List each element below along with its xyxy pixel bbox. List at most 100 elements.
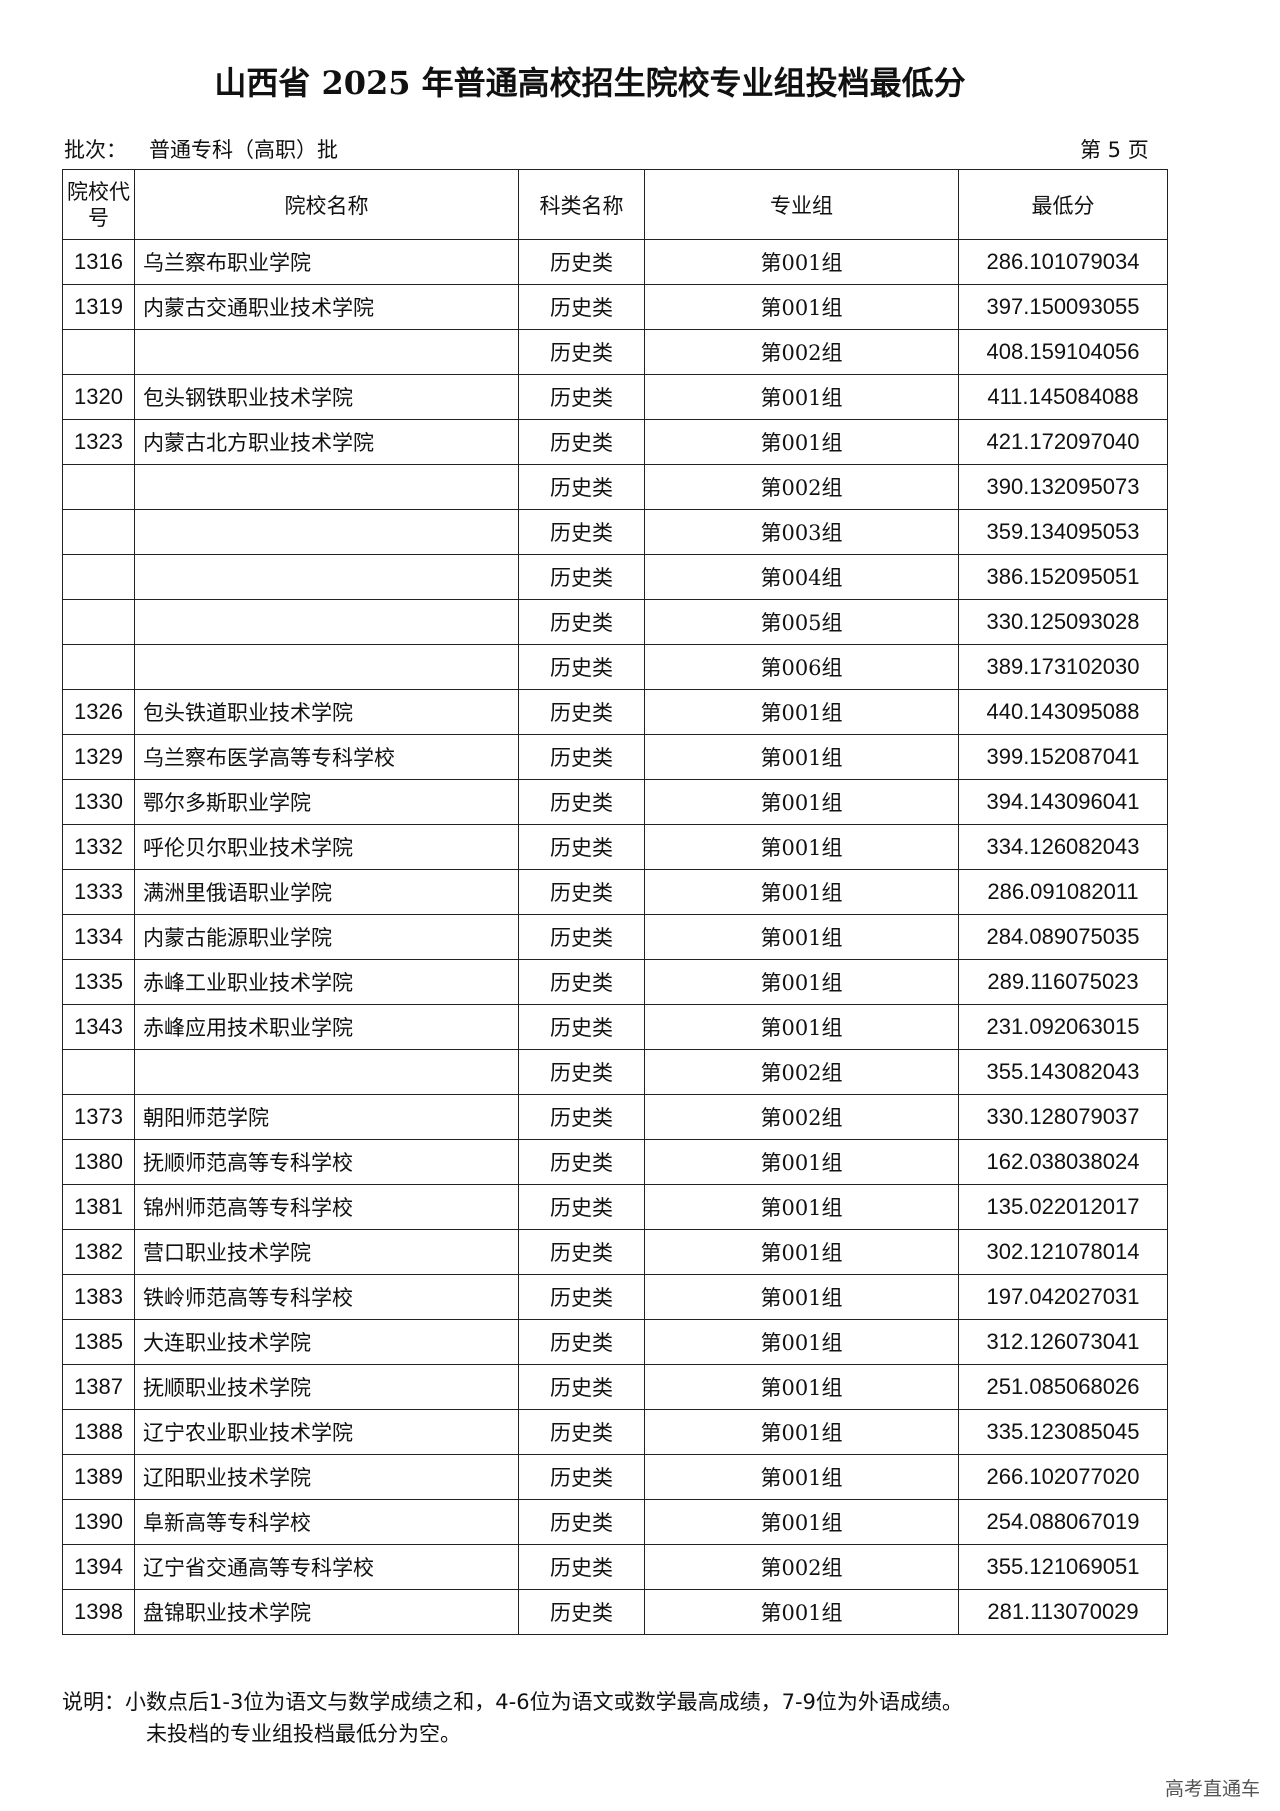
cell-category: 历史类 bbox=[518, 1004, 645, 1050]
table-row: 1381 锦州师范高等专科学校 历史类 第001组 135.022012017 bbox=[62, 1184, 1168, 1230]
table-row: 1323 内蒙古北方职业技术学院 历史类 第001组 421.172097040 bbox=[62, 419, 1168, 465]
cell-group: 第001组 bbox=[644, 1409, 959, 1455]
header-name: 院校名称 bbox=[134, 169, 519, 240]
cell-group: 第001组 bbox=[644, 1139, 959, 1185]
table-row: 历史类 第002组 408.159104056 bbox=[62, 329, 1168, 375]
cell-category: 历史类 bbox=[518, 644, 645, 690]
cell-group: 第003组 bbox=[644, 509, 959, 555]
cell-score: 355.121069051 bbox=[958, 1544, 1168, 1590]
header-group: 专业组 bbox=[644, 169, 959, 240]
table-row: 1343 赤峰应用技术职业学院 历史类 第001组 231.092063015 bbox=[62, 1004, 1168, 1050]
cell-category: 历史类 bbox=[518, 1589, 645, 1635]
cell-name: 赤峰工业职业技术学院 bbox=[134, 959, 519, 1005]
cell-name bbox=[134, 464, 519, 510]
cell-name: 铁岭师范高等专科学校 bbox=[134, 1274, 519, 1320]
cell-group: 第002组 bbox=[644, 1544, 959, 1590]
score-table: 院校代号 院校名称 科类名称 专业组 最低分 1316 乌兰察布职业学院 历史类 第0… bbox=[62, 169, 1168, 1635]
cell-code: 1390 bbox=[62, 1499, 135, 1545]
cell-category: 历史类 bbox=[518, 824, 645, 870]
cell-score: 286.101079034 bbox=[958, 239, 1168, 285]
cell-category: 历史类 bbox=[518, 374, 645, 420]
cell-name: 赤峰应用技术职业学院 bbox=[134, 1004, 519, 1050]
table-row: 1388 辽宁农业职业技术学院 历史类 第001组 335.123085045 bbox=[62, 1409, 1168, 1455]
cell-category: 历史类 bbox=[518, 1454, 645, 1500]
cell-category: 历史类 bbox=[518, 509, 645, 555]
table-row: 1383 铁岭师范高等专科学校 历史类 第001组 197.042027031 bbox=[62, 1274, 1168, 1320]
cell-category: 历史类 bbox=[518, 1184, 645, 1230]
cell-group: 第001组 bbox=[644, 374, 959, 420]
table-row: 1329 乌兰察布医学高等专科学校 历史类 第001组 399.152087041 bbox=[62, 734, 1168, 780]
cell-score: 411.145084088 bbox=[958, 374, 1168, 420]
cell-group: 第001组 bbox=[644, 734, 959, 780]
cell-group: 第005组 bbox=[644, 599, 959, 645]
cell-category: 历史类 bbox=[518, 1499, 645, 1545]
cell-category: 历史类 bbox=[518, 734, 645, 780]
cell-group: 第002组 bbox=[644, 1094, 959, 1140]
cell-score: 284.089075035 bbox=[958, 914, 1168, 960]
table-row: 1334 内蒙古能源职业学院 历史类 第001组 284.089075035 bbox=[62, 914, 1168, 960]
cell-group: 第001组 bbox=[644, 1589, 959, 1635]
table-row: 1326 包头铁道职业技术学院 历史类 第001组 440.143095088 bbox=[62, 689, 1168, 735]
table-row: 1389 辽阳职业技术学院 历史类 第001组 266.102077020 bbox=[62, 1454, 1168, 1500]
table-row: 历史类 第002组 355.143082043 bbox=[62, 1049, 1168, 1095]
explanation-note: 说明：小数点后1-3位为语文与数学成绩之和，4-6位为语文或数学最高成绩，7-9… bbox=[62, 1686, 963, 1750]
cell-name bbox=[134, 509, 519, 555]
table-row: 1319 内蒙古交通职业技术学院 历史类 第001组 397.150093055 bbox=[62, 284, 1168, 330]
batch-value: 普通专科（高职）批 bbox=[149, 138, 338, 162]
cell-code: 1316 bbox=[62, 239, 135, 285]
cell-name bbox=[134, 554, 519, 600]
cell-score: 286.091082011 bbox=[958, 869, 1168, 915]
cell-score: 334.126082043 bbox=[958, 824, 1168, 870]
cell-group: 第001组 bbox=[644, 689, 959, 735]
cell-code: 1326 bbox=[62, 689, 135, 735]
cell-code: 1333 bbox=[62, 869, 135, 915]
cell-group: 第001组 bbox=[644, 284, 959, 330]
cell-code: 1329 bbox=[62, 734, 135, 780]
table-row: 1373 朝阳师范学院 历史类 第002组 330.128079037 bbox=[62, 1094, 1168, 1140]
cell-category: 历史类 bbox=[518, 779, 645, 825]
cell-group: 第002组 bbox=[644, 1049, 959, 1095]
cell-score: 421.172097040 bbox=[958, 419, 1168, 465]
cell-score: 386.152095051 bbox=[958, 554, 1168, 600]
cell-category: 历史类 bbox=[518, 1049, 645, 1095]
cell-group: 第001组 bbox=[644, 1229, 959, 1275]
cell-score: 389.173102030 bbox=[958, 644, 1168, 690]
cell-group: 第001组 bbox=[644, 869, 959, 915]
table-header-row: 院校代号 院校名称 科类名称 专业组 最低分 bbox=[62, 169, 1168, 240]
table-row: 1335 赤峰工业职业技术学院 历史类 第001组 289.116075023 bbox=[62, 959, 1168, 1005]
cell-score: 162.038038024 bbox=[958, 1139, 1168, 1185]
cell-code: 1394 bbox=[62, 1544, 135, 1590]
cell-name: 包头铁道职业技术学院 bbox=[134, 689, 519, 735]
cell-category: 历史类 bbox=[518, 419, 645, 465]
cell-code: 1385 bbox=[62, 1319, 135, 1365]
cell-code bbox=[62, 509, 135, 555]
batch-label: 批次： bbox=[64, 138, 127, 162]
table-row: 1316 乌兰察布职业学院 历史类 第001组 286.101079034 bbox=[62, 239, 1168, 285]
table-row: 1382 营口职业技术学院 历史类 第001组 302.121078014 bbox=[62, 1229, 1168, 1275]
cell-code: 1388 bbox=[62, 1409, 135, 1455]
cell-score: 397.150093055 bbox=[958, 284, 1168, 330]
cell-category: 历史类 bbox=[518, 284, 645, 330]
cell-score: 440.143095088 bbox=[958, 689, 1168, 735]
cell-category: 历史类 bbox=[518, 959, 645, 1005]
cell-category: 历史类 bbox=[518, 1409, 645, 1455]
cell-name bbox=[134, 329, 519, 375]
cell-name: 满洲里俄语职业学院 bbox=[134, 869, 519, 915]
table-row: 1330 鄂尔多斯职业学院 历史类 第001组 394.143096041 bbox=[62, 779, 1168, 825]
cell-category: 历史类 bbox=[518, 689, 645, 735]
cell-score: 254.088067019 bbox=[958, 1499, 1168, 1545]
batch-line: 批次： 普通专科（高职）批 bbox=[64, 134, 338, 164]
cell-score: 390.132095073 bbox=[958, 464, 1168, 510]
cell-name: 内蒙古北方职业技术学院 bbox=[134, 419, 519, 465]
table-row: 1332 呼伦贝尔职业技术学院 历史类 第001组 334.126082043 bbox=[62, 824, 1168, 870]
cell-category: 历史类 bbox=[518, 1364, 645, 1410]
cell-code: 1387 bbox=[62, 1364, 135, 1410]
table-row: 历史类 第004组 386.152095051 bbox=[62, 554, 1168, 600]
table-row: 1394 辽宁省交通高等专科学校 历史类 第002组 355.121069051 bbox=[62, 1544, 1168, 1590]
cell-category: 历史类 bbox=[518, 599, 645, 645]
cell-category: 历史类 bbox=[518, 464, 645, 510]
cell-group: 第001组 bbox=[644, 239, 959, 285]
cell-name: 辽阳职业技术学院 bbox=[134, 1454, 519, 1500]
document-title: 山西省 2025 年普通高校招生院校专业组投档最低分 bbox=[214, 64, 966, 102]
cell-code: 1380 bbox=[62, 1139, 135, 1185]
